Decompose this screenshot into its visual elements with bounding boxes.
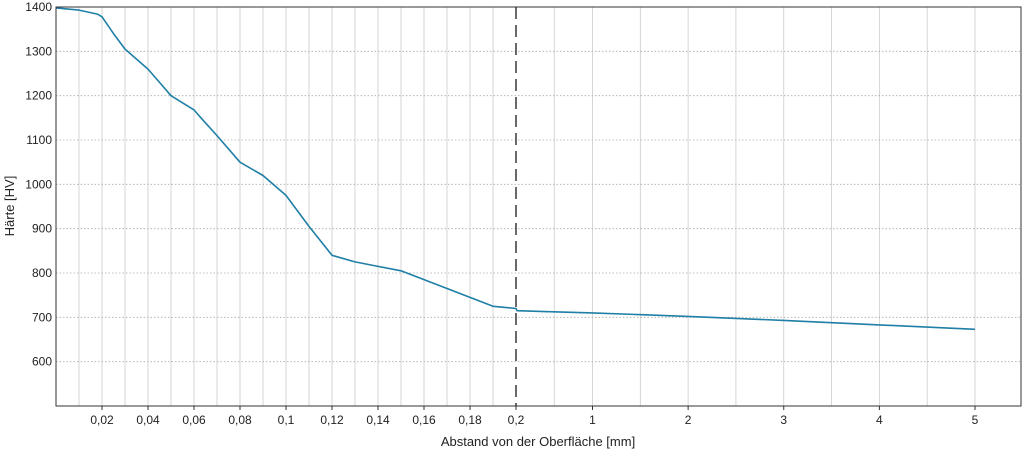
grid-lines	[56, 6, 1021, 406]
x-tick-label: 1	[589, 413, 596, 427]
y-tick-label: 900	[32, 222, 52, 236]
y-tick-label: 1100	[26, 133, 52, 147]
x-tick-label: 0,2	[508, 413, 525, 427]
x-tick-label: 0,06	[182, 413, 206, 427]
chart-marks	[55, 7, 976, 406]
x-tick-label: 5	[972, 413, 979, 427]
x-tick-label: 3	[780, 413, 787, 427]
x-tick-label: 0,02	[90, 413, 114, 427]
y-tick-label: 600	[32, 355, 52, 369]
x-tick-label: 4	[876, 413, 883, 427]
y-axis-label: Härte [HV]	[2, 176, 17, 237]
tick-labels: 0,02 0,04 0,06 0,08 0,1 0,12 0,14 0,16 0,18 0,2 1 2…	[25, 0, 978, 427]
y-tick-label: 1300	[25, 44, 52, 58]
x-tick-label: 0,08	[228, 413, 252, 427]
x-axis-label: Abstand von der Oberfläche [mm]	[441, 434, 635, 449]
y-tick-label: 700	[32, 310, 52, 324]
x-tick-label: 2	[685, 413, 692, 427]
x-tick-label: 0,12	[320, 413, 344, 427]
x-tick-label: 0,04	[136, 413, 160, 427]
x-tick-label: 0,16	[412, 413, 436, 427]
x-tick-label: 0,1	[278, 413, 295, 427]
y-tick-label: 1200	[25, 89, 52, 103]
y-tick-label: 1000	[25, 177, 52, 191]
y-tick-label: 1400	[25, 0, 52, 14]
series-line-hardness	[55, 7, 976, 331]
y-tick-label: 800	[32, 266, 52, 280]
plot-area-frame	[55, 6, 1022, 407]
x-tick-label: 0,14	[366, 413, 390, 427]
x-tick-label: 0,18	[458, 413, 482, 427]
